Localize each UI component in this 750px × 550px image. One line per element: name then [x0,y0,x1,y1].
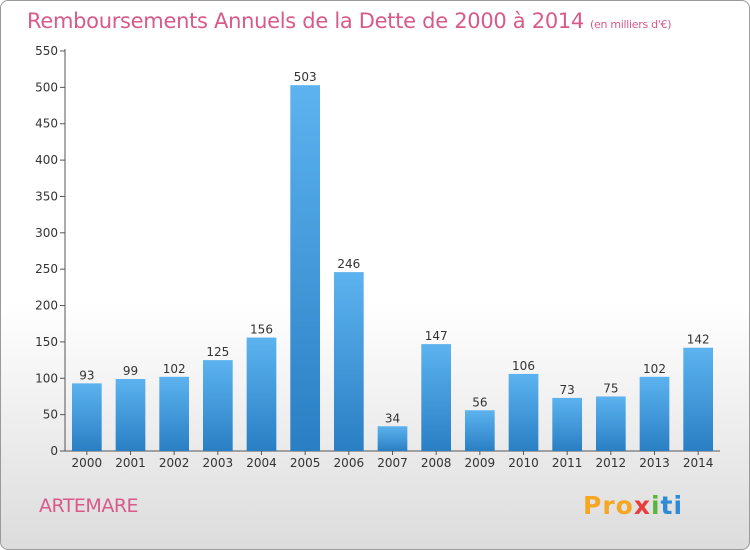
x-tick-label: 2008 [421,456,452,470]
bar [115,379,146,451]
bar [290,85,321,451]
x-tick-label: 2005 [290,456,321,470]
logo-part-2: x [633,491,651,520]
bar [595,396,626,451]
y-tick-label: 250 [35,262,58,276]
bar [159,376,190,451]
data-label: 142 [687,333,710,347]
bar [333,272,364,451]
bars [71,85,714,451]
data-label: 503 [294,70,317,84]
logo-part-3: i [650,491,661,520]
y-tick-label: 400 [35,153,58,167]
data-label: 106 [512,359,535,373]
data-label: 102 [163,362,186,376]
bar [683,347,714,451]
x-tick-label: 2002 [159,456,190,470]
data-label: 73 [560,383,575,397]
x-tick-label: 2012 [596,456,627,470]
bar [71,383,102,451]
logo-part-1: Pro [583,491,634,520]
data-label: 102 [643,362,666,376]
x-tick-label: 2004 [246,456,277,470]
y-tick-label: 300 [35,226,58,240]
proxiti-logo: Proxiti [583,491,683,520]
bar [552,397,583,451]
x-tick-label: 2007 [377,456,408,470]
y-tick-label: 150 [35,335,58,349]
x-tick-label: 2010 [508,456,539,470]
y-tick-label: 50 [43,408,58,422]
y-tick-label: 550 [35,44,58,58]
data-label: 99 [123,364,138,378]
x-tick-label: 2001 [115,456,146,470]
bar [464,410,495,451]
bar [246,337,277,451]
x-tick-label: 2014 [683,456,714,470]
x-tick-label: 2000 [72,456,103,470]
x-tick-label: 2003 [203,456,234,470]
data-label: 147 [425,329,448,343]
bar [508,373,539,451]
title-text: Remboursements Annuels de la Dette de 20… [27,9,584,33]
logo-part-4: ti [660,491,684,520]
data-label: 56 [472,395,487,409]
y-tick-label: 200 [35,299,58,313]
x-tick-label: 2013 [639,456,670,470]
bar [377,426,408,451]
y-tick-label: 450 [35,117,58,131]
data-label: 246 [337,257,360,271]
title-unit: (en milliers d'€) [590,18,672,31]
commune-name: ARTEMARE [39,495,139,517]
axes: 0 50 100 150 200 250 300 350 400 450 500 550 2000 200… [35,44,720,470]
x-tick-label: 2011 [552,456,583,470]
data-label: 125 [206,345,229,359]
bar [202,360,233,451]
data-label: 93 [79,368,94,382]
data-label: 34 [385,411,400,425]
y-tick-label: 500 [35,80,58,94]
y-tick-label: 0 [50,444,58,458]
y-tick-label: 350 [35,189,58,203]
bar [639,376,670,451]
y-tick-label: 100 [35,371,58,385]
data-label: 156 [250,323,273,337]
data-labels: 93 99 102 125 156 503 246 34 147 56 106 73 75 102 142 [79,70,709,425]
data-label: 75 [603,381,618,395]
x-tick-label: 2006 [334,456,365,470]
x-tick-label: 2009 [465,456,496,470]
bar [421,344,452,451]
chart-title: Remboursements Annuels de la Dette de 20… [27,9,671,33]
